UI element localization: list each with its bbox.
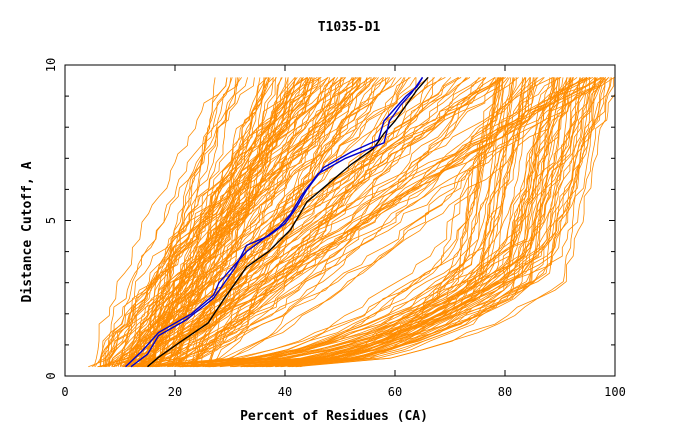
highlight-series-line [147,76,429,368]
model-series-line [252,77,572,368]
y-axis-label: Distance Cutoff, A [20,161,35,302]
y-tick-label: 5 [44,217,58,224]
model-series-line [137,77,238,367]
model-series-line [172,77,500,368]
model-series-line [125,77,276,368]
model-series-line [135,77,572,368]
model-series-line [127,77,531,368]
model-series-line [107,77,309,367]
model-series-line [210,77,396,367]
model-series-line [208,77,597,368]
x-tick-label: 0 [61,385,68,399]
model-series-line [154,77,442,368]
model-series-line [93,77,228,367]
model-series-line [164,77,606,367]
model-series-line [246,77,598,368]
model-series-line [129,77,228,367]
model-series-line [155,77,500,368]
x-axis-ticks: 0 20 40 60 80 100 [61,65,626,399]
model-series-line [124,77,321,367]
model-series-line [261,77,603,368]
x-tick-label: 40 [278,385,292,399]
model-series-line [127,77,376,367]
model-series-line [113,77,270,367]
model-series-line [103,77,296,368]
model-series-line [155,77,387,368]
model-series-line [182,77,545,368]
y-tick-label: 0 [44,372,58,379]
y-tick-label: 10 [44,58,58,72]
chart-title: T1035-D1 [318,20,381,35]
model-series-line [140,77,331,367]
model-series-line [182,77,559,368]
model-series-line [103,77,283,368]
model-series-line [296,77,606,368]
model-series-line [104,77,344,367]
model-series-line [100,77,605,368]
x-tick-label: 100 [604,385,626,399]
model-series-line [131,77,372,368]
model-series-line [207,77,554,368]
model-series-group [88,77,616,368]
model-series-line [136,77,368,368]
model-series-line [179,77,562,368]
model-series-line [179,77,504,368]
x-tick-label: 20 [168,385,182,399]
model-series-line [193,77,544,368]
model-series-line [104,77,255,367]
model-series-line [291,77,615,368]
model-series-line [233,77,605,368]
model-series-line [109,77,360,367]
model-series-line [250,77,595,368]
model-series-line [268,77,556,368]
model-series-line [167,77,615,367]
x-tick-label: 80 [498,385,512,399]
highlight-series-line [130,77,424,368]
model-series-line [157,77,459,368]
model-series-line [105,77,322,367]
model-series-line [200,77,359,367]
model-series-line [182,77,588,368]
model-series-line [266,77,581,368]
model-series-line [189,77,568,368]
model-series-line [153,77,321,367]
model-series-line [152,77,484,368]
x-axis-label: Percent of Residues (CA) [240,409,428,424]
model-series-line [139,77,232,367]
model-series-line [153,77,335,368]
model-series-line [156,77,497,368]
model-series-line [189,77,436,367]
model-series-line [171,77,539,368]
model-series-line [163,77,496,368]
model-series-line [125,77,410,368]
model-series-line [265,77,557,368]
model-series-line [275,77,616,368]
model-series-line [149,77,610,368]
model-series-line [132,77,602,368]
model-series-line [100,77,353,368]
model-series-line [143,77,568,368]
model-series-line [196,77,588,367]
model-series-line [127,77,266,367]
model-series-line [159,77,347,367]
model-series-line [151,77,271,367]
model-series-line [98,77,405,368]
model-series-line [289,77,590,368]
model-series-line [255,77,586,368]
model-series-line [270,77,499,368]
x-tick-label: 60 [388,385,402,399]
model-series-line [280,77,510,368]
model-series-line [152,77,268,367]
model-series-line [177,77,498,368]
highlight-series-group [125,76,429,368]
highlight-series-line [125,76,424,368]
y-axis-ticks: 0 5 10 [44,58,615,380]
